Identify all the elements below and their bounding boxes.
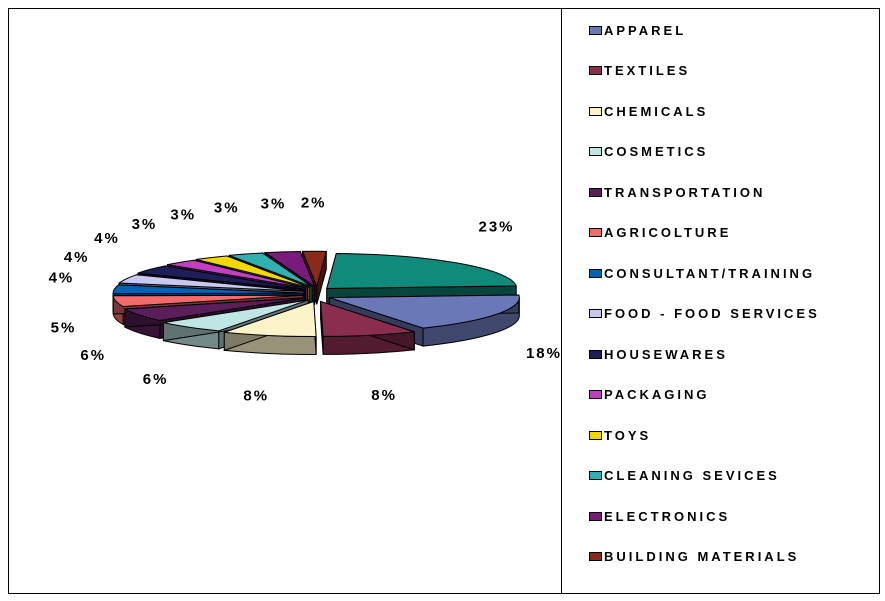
legend-label: TOYS: [604, 427, 652, 443]
legend-label: CLEANING SEVICES: [604, 468, 780, 483]
pie-slice-chemicals: [223, 300, 317, 355]
legend-swatch: [589, 66, 602, 75]
data-label: 8%: [371, 387, 397, 404]
legend-label: CHEMICALS: [604, 103, 709, 119]
data-label: 3%: [132, 216, 158, 233]
legend-item: AGRICOLTURE: [589, 224, 731, 242]
pie-slice-textiles: [320, 300, 415, 355]
legend-swatch: [589, 309, 602, 318]
pie-chart: 18%8%8%6%6%5%4%4%4%3%3% 3% 3% 2%23%: [49, 194, 561, 404]
data-label: 3%: [261, 196, 287, 213]
legend-label: AGRICOLTURE: [604, 225, 732, 240]
legend-item: TOYS: [589, 426, 651, 444]
legend-item: PACKAGING: [589, 386, 709, 404]
legend-item: TEXTILES: [589, 62, 690, 80]
legend-item: CHEMICALS: [589, 102, 708, 120]
data-label: 4%: [49, 269, 75, 286]
chart-frame: 18% 8% 8% 6% 6% 5% 4% 4% 4% 3% 3% 3% 3% 2% 23% APPAREL…: [8, 8, 880, 594]
legend-item: CLEANING SEVICES: [589, 467, 780, 485]
legend-swatch: [589, 228, 602, 237]
legend-label: APPAREL: [604, 22, 687, 38]
legend-swatch: [589, 471, 602, 480]
legend-item: BUILDING MATERIALS: [589, 548, 799, 566]
legend-label: ELECTRONICS: [604, 508, 731, 524]
legend-swatch: [589, 349, 602, 359]
legend-swatch: [589, 511, 602, 521]
legend-item: COSMETICS: [589, 143, 708, 161]
data-label: 8%: [243, 387, 269, 404]
data-label: 6%: [80, 347, 106, 364]
legend-item: OTHERS: [589, 588, 676, 594]
legend-swatch: [589, 25, 602, 35]
legend-item: CONSULTANT/TRAINING: [589, 264, 815, 282]
legend-swatch: [589, 187, 602, 197]
legend-label: FOOD - FOOD SERVICES: [604, 306, 820, 321]
data-label: 3%: [170, 207, 196, 224]
legend-label: PACKAGING: [604, 387, 710, 402]
legend-swatch: [589, 147, 602, 156]
legend-swatch: [589, 430, 602, 440]
plot-area: 18% 8% 8% 6% 6% 5% 4% 4% 4% 3% 3% 3% 3% 2% 23%: [9, 9, 561, 593]
data-label: 4%: [64, 249, 90, 266]
legend-swatch: [589, 390, 602, 399]
data-label: 5%: [51, 319, 77, 336]
data-label: 3%: [214, 200, 240, 217]
legend-label: BUILDING MATERIALS: [604, 549, 800, 564]
data-label: 2%: [301, 194, 327, 211]
legend-swatch: [589, 268, 602, 278]
legend-label: OTHERS: [604, 590, 676, 594]
legend-item: TRANSPORTATION: [589, 183, 765, 201]
legend: APPAREL TEXTILES CHEMICALS COSMETICS TRANSPO…: [589, 15, 879, 594]
legend-swatch: [589, 592, 602, 593]
data-label: 6%: [143, 371, 169, 388]
legend-label: HOUSEWARES: [604, 346, 728, 362]
legend-item: HOUSEWARES: [589, 345, 728, 363]
legend-item: ELECTRONICS: [589, 507, 730, 525]
legend-label: CONSULTANT/TRAINING: [604, 265, 816, 281]
data-label: 4%: [94, 230, 120, 247]
data-label: 23%: [479, 218, 515, 235]
legend-label: COSMETICS: [604, 144, 709, 159]
legend-item: APPAREL: [589, 21, 686, 39]
legend-label: TEXTILES: [604, 63, 691, 78]
legend-swatch: [589, 552, 602, 561]
legend-item: FOOD - FOOD SERVICES: [589, 305, 820, 323]
legend-divider: [561, 9, 562, 593]
legend-swatch: [589, 106, 602, 116]
data-label: 18%: [526, 345, 561, 362]
pie-slice-apparel: [328, 294, 520, 347]
legend-label: TRANSPORTATION: [604, 184, 766, 200]
